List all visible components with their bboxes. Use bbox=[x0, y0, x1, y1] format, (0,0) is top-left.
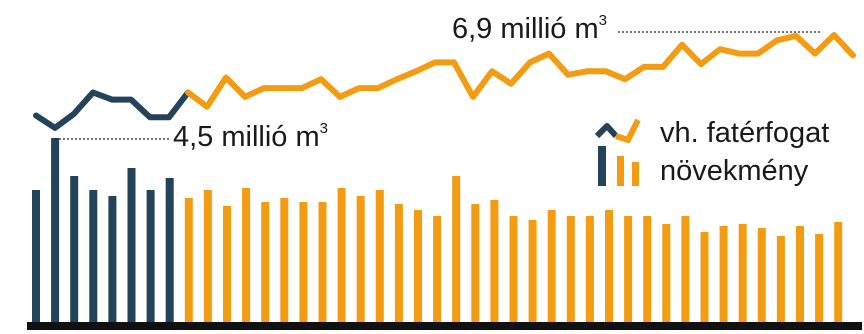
increment-bar bbox=[299, 202, 308, 322]
end-value-label: 6,9 millió m3 bbox=[452, 12, 607, 45]
increment-bar bbox=[165, 178, 174, 322]
legend-bar-recent-swatch-1 bbox=[617, 156, 624, 186]
increment-bar bbox=[433, 216, 442, 322]
increment-bar bbox=[585, 216, 594, 322]
increment-bar bbox=[815, 234, 824, 322]
increment-bar bbox=[624, 216, 633, 322]
increment-bar bbox=[356, 196, 365, 322]
increment-bar bbox=[318, 202, 327, 322]
increment-bar bbox=[70, 176, 79, 322]
increment-bar bbox=[719, 226, 728, 322]
increment-bar bbox=[32, 190, 40, 322]
legend-line-label: vh. fatérfogat bbox=[660, 117, 829, 149]
start-value-label: 4,5 millió m3 bbox=[173, 120, 328, 153]
increment-bar bbox=[223, 206, 231, 322]
increment-bar bbox=[337, 188, 346, 322]
increment-bar bbox=[471, 204, 480, 322]
increment-bar bbox=[51, 138, 60, 322]
increment-bar bbox=[280, 198, 289, 322]
increment-bar bbox=[452, 176, 461, 322]
increment-bar bbox=[203, 190, 212, 322]
increment-bar bbox=[757, 228, 766, 322]
increment-bar bbox=[509, 216, 518, 322]
increment-bar bbox=[184, 198, 193, 322]
increment-bars bbox=[32, 138, 843, 322]
increment-bar bbox=[605, 210, 613, 322]
increment-bar bbox=[375, 190, 384, 322]
increment-bar bbox=[547, 210, 556, 322]
increment-bar bbox=[700, 232, 709, 322]
increment-bar bbox=[776, 236, 785, 322]
legend-bar-historical-swatch bbox=[598, 146, 606, 186]
increment-bar bbox=[662, 224, 671, 322]
increment-bar bbox=[127, 168, 136, 322]
legend-bar-recent-swatch-2 bbox=[632, 162, 639, 186]
legend-line-historical-swatch bbox=[594, 123, 619, 139]
legend-line-recent-swatch bbox=[615, 118, 641, 143]
increment-bar bbox=[414, 210, 422, 322]
increment-bar bbox=[394, 204, 403, 322]
legend-bar-label: növekmény bbox=[660, 155, 809, 187]
legend: vh. fatérfogat növekmény bbox=[594, 117, 829, 187]
increment-bar bbox=[566, 216, 575, 322]
increment-bar bbox=[490, 200, 499, 322]
increment-bar bbox=[738, 224, 747, 322]
increment-bar bbox=[89, 190, 98, 322]
increment-bar bbox=[242, 188, 251, 322]
increment-bar bbox=[108, 196, 117, 322]
increment-bar bbox=[834, 222, 843, 322]
stock-line-historical bbox=[33, 89, 191, 131]
increment-bar bbox=[261, 202, 270, 322]
stock-line bbox=[33, 32, 856, 131]
stock-line-recent bbox=[185, 32, 856, 110]
increment-bar bbox=[146, 190, 155, 322]
increment-bar bbox=[643, 216, 652, 322]
increment-bar bbox=[796, 226, 804, 322]
increment-bar bbox=[681, 216, 690, 322]
increment-bar bbox=[528, 220, 537, 322]
